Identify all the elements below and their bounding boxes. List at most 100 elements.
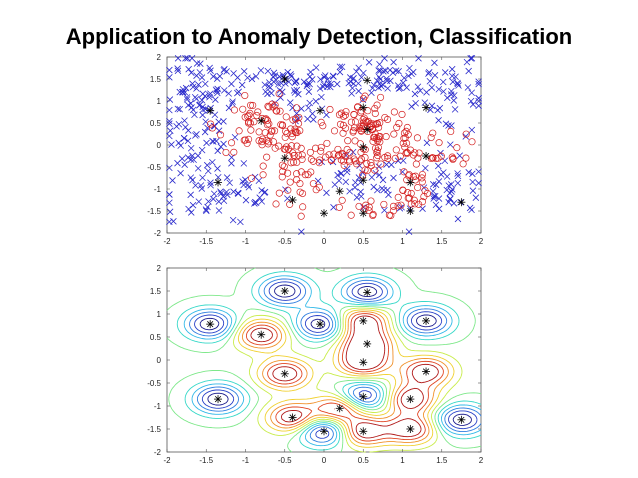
scatter-point-x bbox=[178, 155, 186, 162]
scatter-point-x bbox=[373, 77, 381, 84]
scatter-point-x bbox=[343, 165, 351, 173]
scatter-y-tick-label: -1 bbox=[154, 185, 162, 194]
scatter-point-x bbox=[349, 75, 357, 83]
scatter-y-tick-label: 2 bbox=[157, 53, 162, 62]
scatter-point-x bbox=[365, 59, 373, 66]
scatter-x-tick-label: 1.5 bbox=[436, 237, 448, 246]
scatter-point-x bbox=[304, 115, 311, 123]
scatter-point-x bbox=[467, 97, 475, 105]
contour-level-line bbox=[237, 309, 455, 448]
scatter-point-x bbox=[166, 199, 173, 207]
scatter-point-x bbox=[240, 160, 248, 167]
scatter-point-o bbox=[361, 154, 369, 162]
scatter-point-x bbox=[333, 80, 341, 88]
scatter-point-x bbox=[331, 181, 339, 188]
contour-center-star bbox=[360, 428, 367, 435]
scatter-point-x bbox=[312, 97, 320, 105]
contour-x-tick-label: -1 bbox=[242, 456, 250, 465]
scatter-point-o bbox=[323, 139, 331, 147]
scatter-point-x bbox=[368, 174, 376, 181]
contour-level-line bbox=[194, 281, 478, 439]
scatter-point-o bbox=[341, 152, 349, 160]
scatter-point-x bbox=[306, 73, 314, 80]
scatter-point-x bbox=[305, 104, 312, 112]
scatter-point-x bbox=[206, 91, 213, 99]
scatter-center-star bbox=[422, 152, 430, 160]
scatter-point-x bbox=[336, 63, 344, 71]
scatter-point-x bbox=[275, 80, 282, 88]
scatter-point-x bbox=[468, 206, 475, 214]
scatter-point-x bbox=[454, 170, 461, 177]
scatter-point-o bbox=[235, 127, 243, 135]
scatter-point-x bbox=[441, 69, 449, 76]
contour-center-star bbox=[407, 395, 414, 403]
scatter-point-x bbox=[214, 147, 222, 155]
scatter-point-o bbox=[296, 188, 304, 196]
scatter-point-x bbox=[229, 98, 236, 105]
scatter-point-o bbox=[326, 105, 334, 114]
scatter-point-x bbox=[221, 65, 228, 73]
scatter-point-x bbox=[465, 169, 473, 176]
scatter-x-tick-label: 0 bbox=[322, 237, 327, 246]
scatter-point-o bbox=[315, 183, 323, 191]
scatter-point-o bbox=[468, 138, 476, 146]
scatter-point-x bbox=[449, 78, 457, 86]
scatter-point-o bbox=[230, 148, 238, 156]
scatter-point-o bbox=[346, 148, 354, 157]
scatter-point-o bbox=[369, 137, 377, 145]
scatter-point-o bbox=[420, 193, 428, 201]
scatter-point-x bbox=[431, 192, 439, 200]
scatter-point-x bbox=[207, 104, 214, 112]
scatter-point-x bbox=[465, 67, 472, 75]
scatter-point-o bbox=[351, 118, 360, 126]
contour-center-star bbox=[407, 425, 414, 433]
scatter-point-x bbox=[323, 111, 330, 119]
scatter-ticks: -2 -1.5 -1 -0.5 0 0.5 1 1.5 2 2 1.5 1 0.5 0 -0.5 -1 -1.5… bbox=[147, 53, 484, 246]
scatter-point-o bbox=[394, 202, 402, 210]
scatter-y-tick-label: -1.5 bbox=[147, 207, 161, 216]
scatter-point-x bbox=[245, 183, 253, 191]
scatter-point-o bbox=[293, 158, 301, 166]
scatter-point-x bbox=[203, 207, 210, 215]
scatter-center-star bbox=[281, 75, 288, 83]
scatter-point-x bbox=[324, 76, 332, 83]
scatter-point-o bbox=[373, 101, 381, 109]
scatter-point-x bbox=[293, 110, 300, 117]
contour-y-tick-label: -1.5 bbox=[147, 425, 161, 434]
scatter-point-x bbox=[166, 96, 174, 103]
contour-center-star bbox=[320, 428, 328, 435]
scatter-point-x bbox=[450, 97, 458, 104]
scatter-point-o bbox=[289, 116, 297, 124]
scatter-point-x bbox=[379, 81, 386, 88]
contour-x-tick-label: -0.5 bbox=[278, 456, 292, 465]
scatter-point-o bbox=[291, 127, 299, 135]
scatter-point-x bbox=[188, 104, 195, 111]
scatter-point-x bbox=[174, 55, 182, 62]
scatter-point-x bbox=[276, 73, 283, 80]
scatter-point-o bbox=[371, 130, 379, 138]
scatter-point-x bbox=[454, 215, 462, 223]
scatter-point-o bbox=[295, 113, 303, 122]
scatter-point-x bbox=[444, 94, 451, 102]
scatter-point-o bbox=[341, 111, 349, 119]
scatter-point-o bbox=[374, 143, 382, 151]
scatter-point-x bbox=[395, 85, 403, 92]
scatter-point-o bbox=[371, 109, 379, 118]
scatter-point-x bbox=[355, 64, 362, 72]
scatter-point-x bbox=[187, 191, 194, 199]
scatter-point-x bbox=[166, 120, 173, 127]
contour-x-tick-label: 0 bbox=[322, 456, 327, 465]
scatter-point-x bbox=[306, 99, 314, 107]
scatter-point-o bbox=[429, 129, 437, 137]
scatter-point-x bbox=[330, 204, 337, 211]
scatter-point-x bbox=[323, 189, 330, 197]
scatter-point-x bbox=[454, 80, 462, 88]
scatter-point-o bbox=[373, 119, 381, 127]
scatter-point-x bbox=[435, 116, 442, 124]
scatter-point-o bbox=[340, 157, 348, 165]
scatter-point-o bbox=[405, 172, 413, 180]
scatter-point-x bbox=[175, 120, 183, 128]
contour-ticks: -2 -1.5 -1 -0.5 0 0.5 1 1.5 2 2 1.5 1 0.5 0 -0.5 -1 -1.5… bbox=[147, 264, 484, 465]
scatter-point-x bbox=[428, 84, 436, 91]
scatter-point-x bbox=[196, 102, 203, 109]
